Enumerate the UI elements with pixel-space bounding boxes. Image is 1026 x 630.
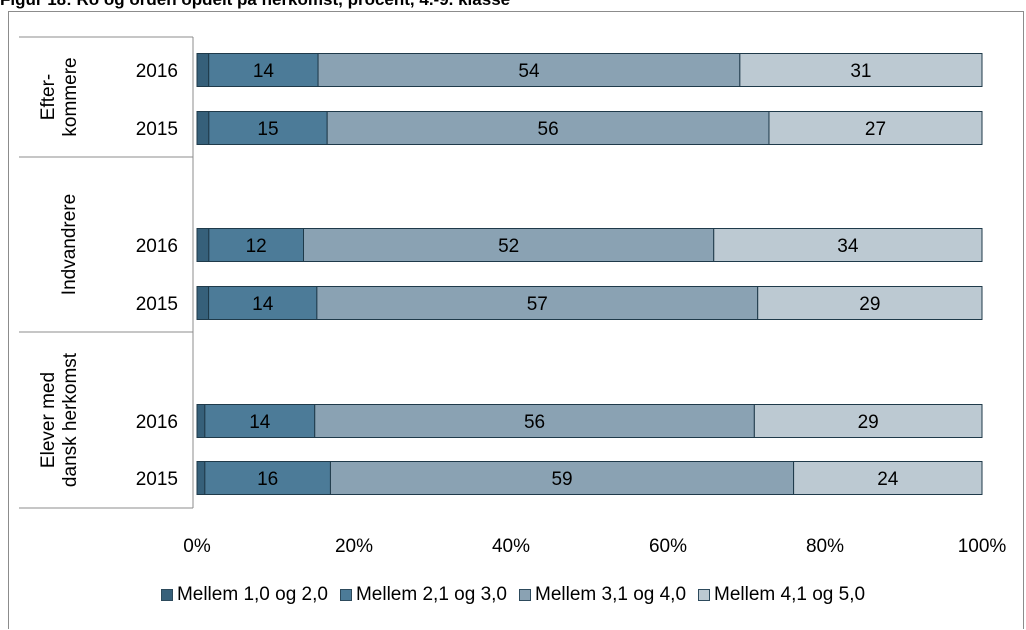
bar-segment <box>196 53 210 87</box>
x-tick-label: 80% <box>806 536 844 557</box>
group-label-line: dansk herkomst <box>60 352 81 487</box>
legend-label: Mellem 4,1 og 5,0 <box>714 584 866 605</box>
bar-segment <box>196 461 206 495</box>
legend-swatch <box>160 589 173 601</box>
legend-item: Mellem 2,1 og 3,0 <box>339 584 507 606</box>
data-label: 15 <box>257 119 278 140</box>
data-label: 59 <box>551 469 572 490</box>
data-label: 52 <box>498 236 519 257</box>
legend: Mellem 1,0 og 2,0 Mellem 2,1 og 3,0 Mell… <box>0 584 1026 606</box>
bar-segment <box>757 286 983 320</box>
data-label: 14 <box>249 412 271 433</box>
data-label: 14 <box>252 294 274 315</box>
data-label: 24 <box>877 469 899 490</box>
data-label: 29 <box>858 412 879 433</box>
data-label: 12 <box>246 236 267 257</box>
x-tick-label: 20% <box>335 536 373 557</box>
x-tick-label: 40% <box>492 536 530 557</box>
bar-segment <box>303 228 715 262</box>
chart-title: Figur 18: Ro og orden opdelt på herkomst… <box>0 0 510 11</box>
group-label-line: Efter- <box>38 74 59 120</box>
bar-segment <box>314 404 755 438</box>
x-tick-label: 60% <box>649 536 687 557</box>
year-label: 2015 <box>136 469 178 490</box>
bar-segment <box>204 461 331 495</box>
group-label: Elever meddansk herkomst <box>38 352 81 487</box>
year-label: 2016 <box>136 61 178 82</box>
data-label: 29 <box>859 294 880 315</box>
bar-segment <box>208 286 318 320</box>
bar-segment <box>196 228 210 262</box>
bar-segment <box>208 228 305 262</box>
year-label: 2016 <box>136 236 178 257</box>
x-tick-label: 0% <box>183 536 211 557</box>
bar-segment <box>196 286 210 320</box>
group-label-line: Indvandrere <box>59 194 80 295</box>
legend-item: Mellem 4,1 og 5,0 <box>698 584 865 606</box>
year-label: 2015 <box>136 294 178 315</box>
legend-swatch <box>519 589 531 601</box>
bar-segment <box>793 461 983 495</box>
legend-label: Mellem 1,0 og 2,0 <box>176 584 328 605</box>
data-label: 56 <box>524 412 545 433</box>
group-label: Indvandrere <box>59 194 80 295</box>
data-label: 54 <box>518 61 540 82</box>
legend-item: Mellem 1,0 og 2,0 <box>160 584 328 606</box>
data-label: 14 <box>253 61 275 82</box>
group-label: Efter-kommere <box>38 57 81 136</box>
x-tick-label: 100% <box>958 536 1007 557</box>
bar-segment <box>196 111 210 145</box>
data-label: 27 <box>865 119 886 140</box>
data-label: 34 <box>837 236 859 257</box>
data-label: 57 <box>527 294 548 315</box>
bar-segment <box>196 404 206 438</box>
bar-segment <box>208 53 319 87</box>
year-label: 2016 <box>136 412 178 433</box>
chart-frame <box>8 11 1024 629</box>
year-label: 2015 <box>136 119 178 140</box>
bar-chart: Efter-kommere 2016 14 54 31 2015 15 56 27 Indvand… <box>19 36 1007 557</box>
legend-label: Mellem 2,1 og 3,0 <box>355 584 507 605</box>
bar-segment <box>329 461 795 495</box>
bar-segment <box>739 53 983 87</box>
bar-segment <box>317 53 741 87</box>
legend-label: Mellem 3,1 og 4,0 <box>535 584 687 605</box>
group-label-line: Elever med <box>38 372 59 468</box>
data-label: 56 <box>538 119 559 140</box>
legend-item: Mellem 3,1 og 4,0 <box>519 584 686 606</box>
group-label-line: kommere <box>60 57 81 136</box>
data-label: 16 <box>257 469 278 490</box>
legend-swatch <box>698 589 711 601</box>
bar-segment <box>713 228 983 262</box>
bar-segment <box>768 111 983 145</box>
legend-swatch <box>339 589 352 601</box>
bar-segment <box>753 404 983 438</box>
bar-segment <box>204 404 316 438</box>
bar-segment <box>326 111 770 145</box>
bar-segment <box>316 286 759 320</box>
data-label: 31 <box>850 61 871 82</box>
